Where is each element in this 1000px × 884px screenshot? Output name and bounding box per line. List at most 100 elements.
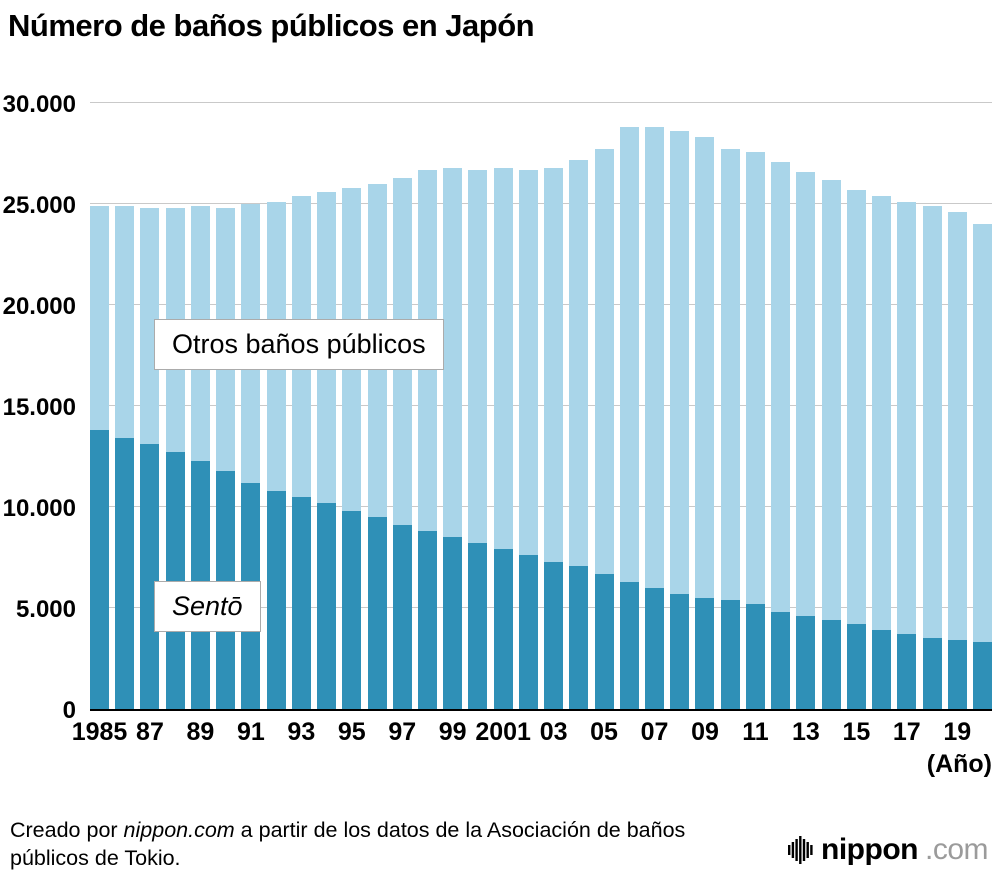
bar-otros xyxy=(973,224,992,643)
x-tick-label: 19 xyxy=(943,718,972,746)
bar-otros xyxy=(821,179,841,621)
bar-sento xyxy=(493,549,513,709)
bar-sento xyxy=(392,525,412,709)
bar-sento xyxy=(342,511,362,709)
series-label-otros: Otros baños públicos xyxy=(154,319,444,370)
gridline xyxy=(90,506,992,507)
plot-area: Otros baños públicos Sentō xyxy=(90,102,992,711)
x-tick-label: 99 xyxy=(438,718,467,746)
x-axis-unit: (Año) xyxy=(926,750,992,778)
bar-sento xyxy=(266,490,286,709)
bar-sento xyxy=(544,561,564,709)
x-tick-label: 1985 xyxy=(71,718,128,746)
bar-sento xyxy=(973,642,992,709)
y-tick-label: 0 xyxy=(62,697,76,724)
series-label-sento: Sentō xyxy=(154,581,261,632)
y-tick-label: 10.000 xyxy=(2,495,76,522)
bar-otros xyxy=(443,167,463,538)
bar-otros xyxy=(947,212,967,641)
y-tick-label: 5.000 xyxy=(15,596,76,623)
bar-sento xyxy=(745,603,765,709)
bar-otros xyxy=(544,167,564,562)
bar-otros xyxy=(115,206,135,439)
x-tick-label: 05 xyxy=(590,718,618,746)
x-tick-label: 15 xyxy=(842,718,871,746)
bar-sento xyxy=(317,502,337,709)
bar-otros xyxy=(670,131,690,594)
gridline xyxy=(90,607,992,608)
nippon-logo-tld: .com xyxy=(924,833,989,866)
bar-sento xyxy=(165,452,185,709)
source-note-brand: nippon.com xyxy=(123,818,235,842)
bar-sento xyxy=(645,587,665,709)
source-note-prefix: Creado por xyxy=(10,818,124,842)
y-tick-label: 15.000 xyxy=(2,394,76,421)
bar-otros xyxy=(771,161,791,613)
nippon-logo-icon xyxy=(788,836,813,864)
bar-sento xyxy=(417,531,437,709)
x-tick-label: 13 xyxy=(791,718,820,746)
x-tick-label: 93 xyxy=(287,718,316,746)
bar-otros xyxy=(619,127,639,582)
bar-sento xyxy=(947,640,967,709)
source-note-suffix: a partir de los datos de la Asociación d… xyxy=(10,818,686,871)
bar-otros xyxy=(846,189,866,625)
bar-otros xyxy=(569,159,589,566)
bar-otros xyxy=(645,127,665,588)
gridline xyxy=(90,304,992,305)
x-tick-label: 91 xyxy=(236,718,265,746)
nippon-logo: nippon .com xyxy=(788,833,989,867)
bar-sento xyxy=(821,620,841,709)
page-title: Número de baños públicos en Japón xyxy=(8,8,535,43)
bar-otros xyxy=(695,137,715,598)
bar-sento xyxy=(291,496,311,709)
bar-sento xyxy=(619,581,639,709)
bar-otros xyxy=(493,167,513,550)
x-tick-label: 2001 xyxy=(475,718,531,746)
bar-sento xyxy=(897,634,917,709)
gridline xyxy=(90,203,992,204)
x-tick-label: 11 xyxy=(742,718,769,746)
bar-otros xyxy=(745,151,765,604)
bar-otros xyxy=(90,206,109,431)
bar-sento xyxy=(695,597,715,709)
x-tick-label: 17 xyxy=(892,718,921,746)
bar-otros xyxy=(594,149,614,574)
bar-otros xyxy=(872,195,892,631)
bar-sento xyxy=(796,616,816,709)
bar-sento xyxy=(367,517,387,709)
bar-sento xyxy=(720,599,740,709)
y-tick-label: 20.000 xyxy=(2,293,76,320)
x-tick-label: 89 xyxy=(186,718,215,746)
bar-sento xyxy=(90,430,109,709)
bar-sento xyxy=(670,593,690,709)
x-tick-label: 09 xyxy=(691,718,719,746)
bar-sento xyxy=(518,555,538,709)
bar-sento xyxy=(771,612,791,709)
bar-sento xyxy=(569,565,589,709)
x-tick-label: 07 xyxy=(640,718,669,746)
bar-sento xyxy=(872,630,892,709)
x-tick-label: 87 xyxy=(136,718,164,746)
bar-otros xyxy=(140,208,160,445)
gridline xyxy=(90,102,992,103)
gridline xyxy=(90,405,992,406)
x-tick-label: 95 xyxy=(337,718,366,746)
bar-sento xyxy=(443,537,463,709)
bar-otros xyxy=(468,169,488,544)
bar-otros xyxy=(897,202,917,635)
bar-sento xyxy=(468,543,488,709)
y-axis-labels: 0 5.000 10.000 15.000 20.000 25.000 30.000 xyxy=(0,93,80,723)
bar-otros xyxy=(796,171,816,617)
x-tick-label: 03 xyxy=(539,718,568,746)
bar-sento xyxy=(594,573,614,709)
bar-otros xyxy=(720,149,740,600)
nippon-logo-word: nippon xyxy=(821,833,918,866)
bar-sento xyxy=(140,444,160,709)
y-tick-label: 30.000 xyxy=(2,91,76,118)
x-tick-label: 97 xyxy=(388,718,417,746)
source-note: Creado por nippon.com a partir de los da… xyxy=(10,816,726,873)
bar-sento xyxy=(922,638,942,709)
bar-sento xyxy=(115,438,135,709)
